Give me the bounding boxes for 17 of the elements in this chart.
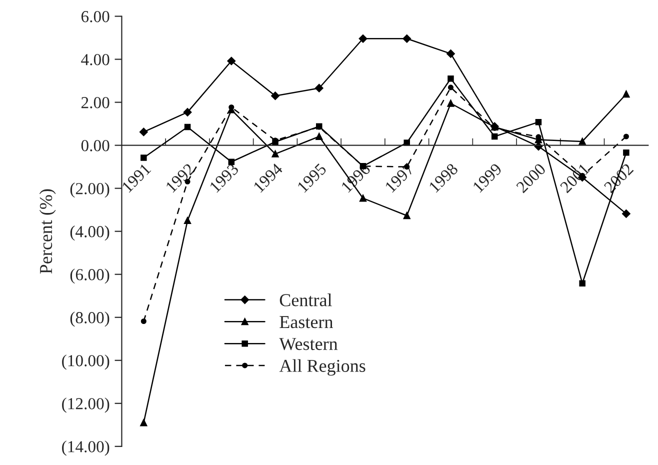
y-tick-label: (6.00): [70, 268, 110, 284]
legend-label: Western: [279, 338, 338, 350]
legend-label: Central: [280, 294, 332, 306]
y-tick-label: 2.00: [81, 97, 110, 108]
y-tick-label: 6.00: [81, 10, 110, 22]
x-tick-label: 1993: [209, 162, 240, 193]
y-tick-label: 4.00: [81, 54, 110, 66]
y-axis-title: Percent (%): [39, 189, 56, 274]
y-tick-label: 0.00: [81, 140, 110, 152]
y-tick-label: (8.00): [70, 312, 110, 327]
y-tick-label: (12.00): [62, 398, 110, 413]
y-tick-label: (10.00): [62, 354, 110, 370]
y-tick-label: (2.00): [70, 182, 110, 198]
y-tick-label: (4.00): [70, 226, 110, 241]
legend-label: Eastern: [280, 316, 334, 328]
y-tick-label: (14.00): [62, 440, 110, 456]
legend-label: All Regions: [279, 359, 366, 376]
